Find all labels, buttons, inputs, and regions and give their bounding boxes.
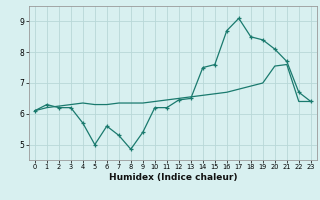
X-axis label: Humidex (Indice chaleur): Humidex (Indice chaleur) — [108, 173, 237, 182]
